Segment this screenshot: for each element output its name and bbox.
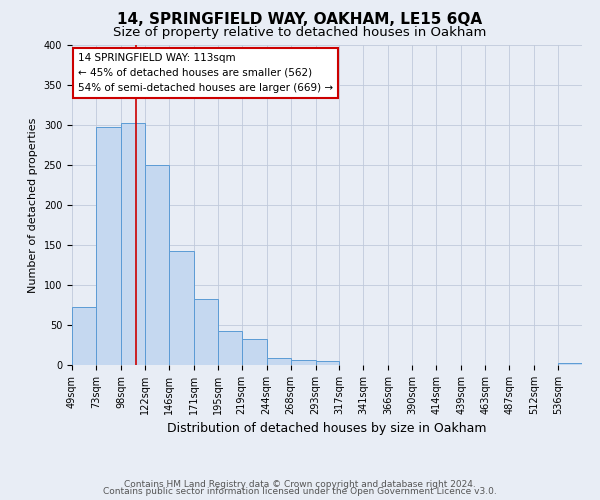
Bar	[242, 340, 266, 365]
Text: 14 SPRINGFIELD WAY: 113sqm
← 45% of detached houses are smaller (562)
54% of sem: 14 SPRINGFIELD WAY: 113sqm ← 45% of deta…	[78, 53, 333, 92]
Bar	[218, 330, 242, 365]
Bar	[96, 126, 121, 365]
Text: Contains HM Land Registry data © Crown copyright and database right 2024.: Contains HM Land Registry data © Crown c…	[124, 480, 476, 489]
Bar	[72, 306, 96, 365]
X-axis label: Distribution of detached houses by size in Oakham: Distribution of detached houses by size …	[167, 422, 487, 436]
Text: Size of property relative to detached houses in Oakham: Size of property relative to detached ho…	[113, 26, 487, 39]
Text: 14, SPRINGFIELD WAY, OAKHAM, LE15 6QA: 14, SPRINGFIELD WAY, OAKHAM, LE15 6QA	[118, 12, 482, 28]
Y-axis label: Number of detached properties: Number of detached properties	[28, 118, 38, 292]
Bar	[558, 362, 582, 365]
Bar	[266, 358, 290, 365]
Bar	[169, 252, 194, 365]
Bar	[145, 165, 169, 365]
Bar	[316, 361, 340, 365]
Bar	[121, 122, 145, 365]
Bar	[194, 298, 218, 365]
Text: Contains public sector information licensed under the Open Government Licence v3: Contains public sector information licen…	[103, 488, 497, 496]
Bar	[290, 360, 316, 365]
